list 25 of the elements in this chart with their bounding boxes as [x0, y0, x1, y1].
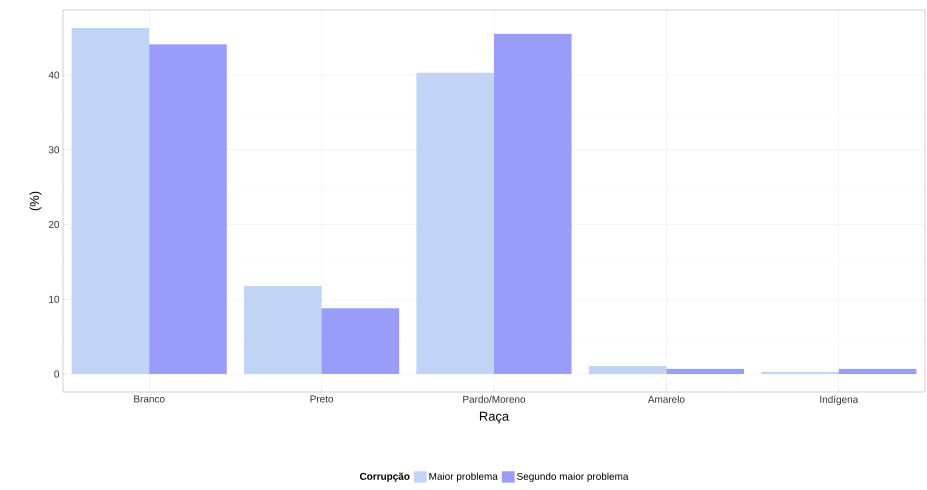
y-tick-label: 40 — [48, 72, 60, 79]
bar — [149, 44, 227, 374]
y-tick-label: 10 — [49, 296, 60, 303]
bar — [416, 72, 494, 374]
bar — [244, 286, 322, 374]
x-tick-label: Preto — [310, 396, 334, 402]
x-tick-label: Amarelo — [648, 396, 685, 403]
bar — [666, 368, 744, 374]
x-tick-label: Branco — [134, 396, 165, 402]
legend-title: Corrupção — [360, 472, 410, 482]
bar — [494, 34, 572, 374]
y-tick-label: 20 — [48, 221, 60, 228]
x-axis-title: Raça — [480, 412, 510, 424]
bar — [322, 308, 400, 374]
y-tick-label: 30 — [48, 146, 60, 154]
bar — [72, 28, 150, 374]
legend-label: Maior problema — [429, 472, 498, 482]
x-tick-label: Indígena — [820, 396, 858, 405]
legend-label: Segundo maior problema — [517, 472, 628, 482]
y-axis-title: (%) — [29, 192, 42, 210]
bar — [838, 368, 916, 374]
bar — [761, 372, 839, 374]
y-tick-label: 0 — [54, 370, 60, 378]
bar — [588, 366, 666, 374]
x-tick-label: Pardo/Moreno — [463, 396, 526, 403]
